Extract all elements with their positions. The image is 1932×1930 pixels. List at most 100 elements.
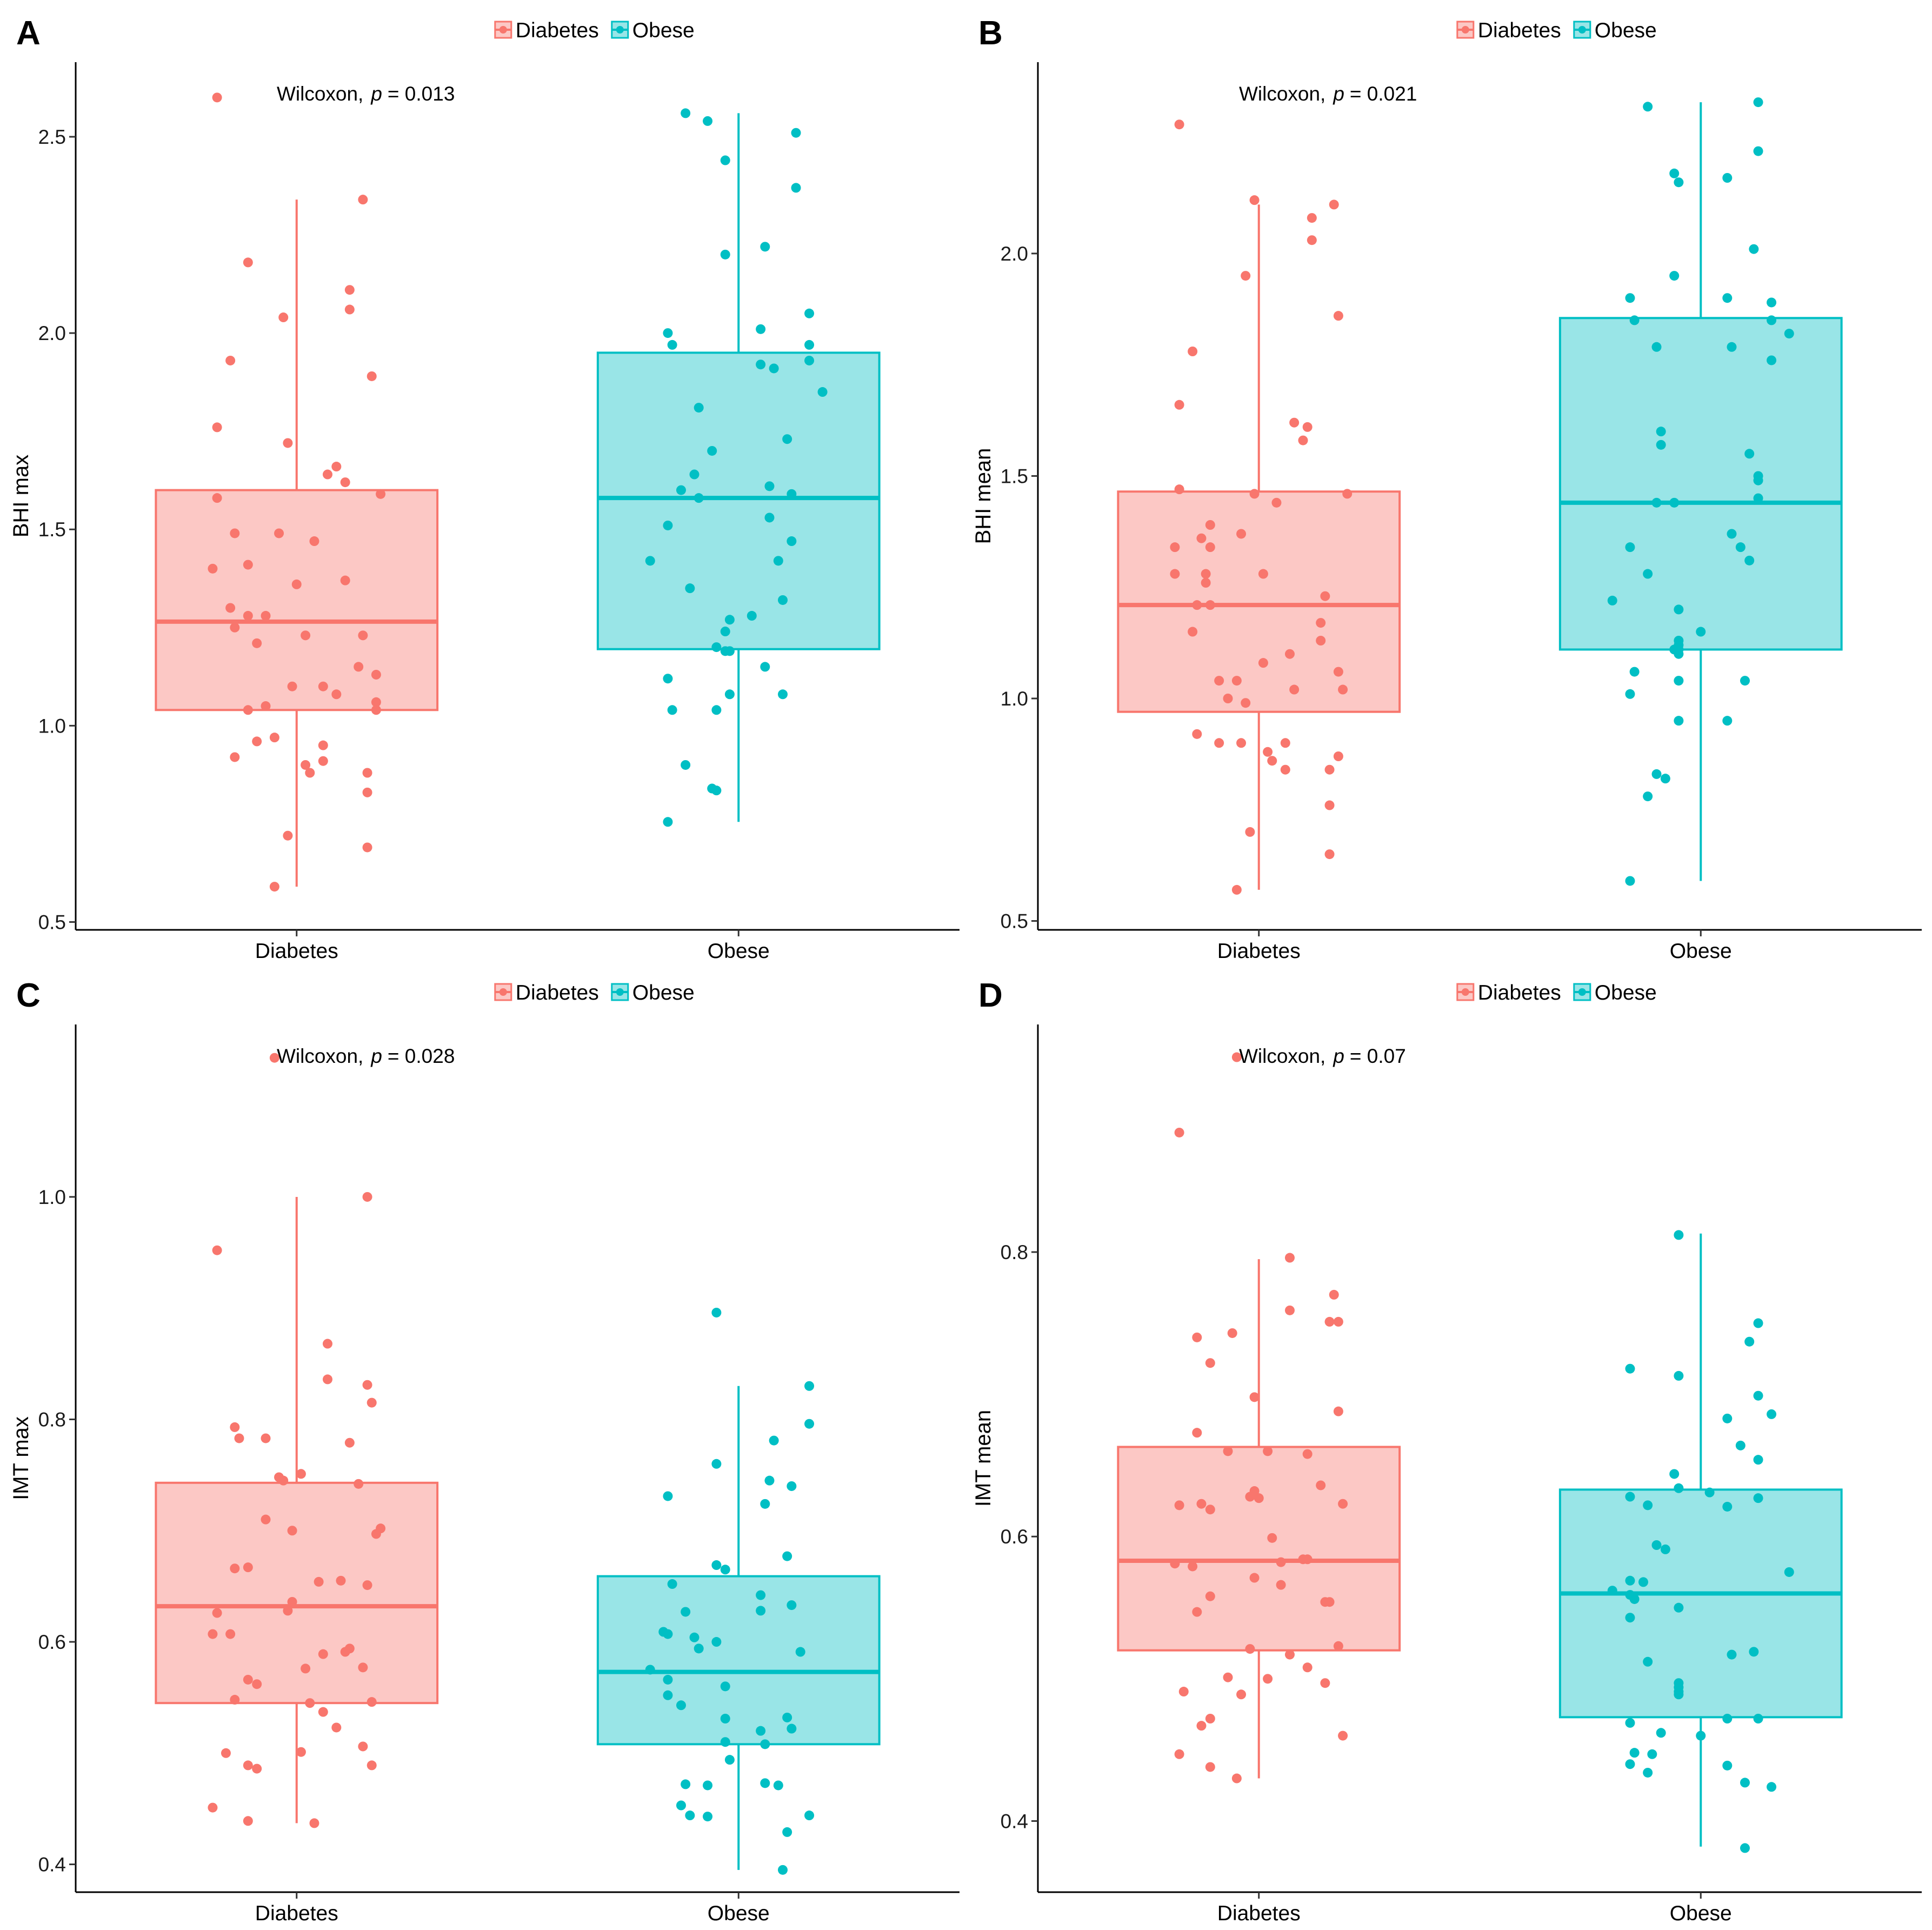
data-point xyxy=(1205,600,1215,610)
data-point xyxy=(694,403,704,413)
data-point xyxy=(1643,1500,1653,1510)
legend-key-obese xyxy=(1573,21,1591,39)
data-point xyxy=(769,1435,779,1446)
data-point xyxy=(1722,173,1733,183)
data-point xyxy=(1625,1613,1635,1623)
data-point xyxy=(230,1695,240,1705)
data-point xyxy=(261,1433,271,1443)
data-point xyxy=(667,340,677,350)
data-point xyxy=(1307,235,1317,245)
data-point xyxy=(367,1697,377,1707)
data-point xyxy=(1674,676,1684,686)
data-point xyxy=(371,697,381,707)
data-point xyxy=(322,1339,332,1349)
data-point xyxy=(681,1607,691,1617)
data-point xyxy=(756,360,766,370)
data-point xyxy=(1192,1428,1202,1438)
data-point xyxy=(1674,1483,1684,1493)
data-point xyxy=(1263,747,1273,757)
data-point xyxy=(296,1469,306,1479)
data-point xyxy=(663,1674,673,1685)
data-point xyxy=(1625,1759,1635,1769)
data-point xyxy=(1651,1540,1662,1550)
data-point xyxy=(782,1551,792,1561)
data-point xyxy=(724,1755,735,1765)
data-point xyxy=(212,1608,222,1618)
points-obese xyxy=(645,1307,815,1875)
iqr-box xyxy=(155,1481,439,1705)
data-point xyxy=(760,1778,770,1788)
data-point xyxy=(760,662,770,672)
data-point xyxy=(1629,1748,1640,1758)
data-point xyxy=(309,1818,319,1828)
data-point xyxy=(291,579,302,589)
data-point xyxy=(667,705,677,715)
data-point xyxy=(261,701,271,711)
data-point xyxy=(703,1812,713,1822)
data-point xyxy=(1329,1289,1339,1300)
data-point xyxy=(681,108,691,118)
y-tick-label: 0.5 xyxy=(1001,910,1028,933)
data-point xyxy=(1170,569,1180,579)
data-point xyxy=(318,756,328,766)
data-point xyxy=(703,1780,713,1791)
data-point xyxy=(1669,497,1680,508)
data-point xyxy=(1674,716,1684,726)
data-point xyxy=(1188,627,1198,637)
data-point xyxy=(1254,1493,1264,1503)
data-point xyxy=(1669,271,1680,281)
data-point xyxy=(1170,542,1180,553)
data-point xyxy=(1324,800,1335,810)
data-point xyxy=(1333,667,1343,677)
data-point xyxy=(318,681,328,691)
data-point xyxy=(1740,1843,1750,1853)
panel-letter: A xyxy=(16,15,41,52)
box-diabetes xyxy=(155,199,439,887)
data-point xyxy=(1651,342,1662,352)
data-point xyxy=(1625,293,1635,303)
x-tick-label-obese: Obese xyxy=(1670,940,1732,963)
data-point xyxy=(1289,417,1300,428)
data-point xyxy=(1338,1499,1348,1509)
data-point xyxy=(1245,827,1255,837)
data-point xyxy=(663,1629,673,1639)
data-point xyxy=(1744,1336,1755,1347)
legend-key-obese xyxy=(1573,983,1591,1001)
data-point xyxy=(1674,177,1684,188)
p-value: = 0.021 xyxy=(1350,83,1417,105)
data-point xyxy=(1753,493,1763,503)
data-point xyxy=(301,630,311,641)
data-point xyxy=(1740,676,1750,686)
data-point xyxy=(1753,1390,1763,1401)
data-point xyxy=(1188,1561,1198,1572)
data-point xyxy=(1258,569,1268,579)
y-axis-title: BHI max xyxy=(9,455,33,537)
data-point xyxy=(252,1679,262,1689)
data-point xyxy=(1263,1674,1273,1684)
data-point xyxy=(376,489,386,499)
data-point xyxy=(804,355,815,365)
data-point xyxy=(1192,1332,1202,1342)
data-point xyxy=(208,1802,218,1813)
data-point xyxy=(685,1811,695,1821)
data-point xyxy=(711,1560,722,1570)
wilcoxon-annotation: Wilcoxon, p = 0.028 xyxy=(277,1045,455,1067)
data-point xyxy=(1267,756,1277,766)
legend-key-dot xyxy=(1578,26,1586,34)
legend-key-obese xyxy=(611,21,629,39)
data-point xyxy=(1174,400,1184,410)
data-point xyxy=(371,1529,381,1539)
wilcoxon-annotation: Wilcoxon, p = 0.013 xyxy=(277,83,455,105)
data-point xyxy=(720,249,730,259)
data-point xyxy=(1643,102,1653,112)
data-point xyxy=(225,603,236,613)
iqr-box xyxy=(596,1575,881,1746)
data-point xyxy=(230,622,240,633)
data-point xyxy=(782,1827,792,1837)
data-point xyxy=(1284,1305,1295,1315)
data-point xyxy=(1333,311,1343,321)
y-tick-label: 0.6 xyxy=(38,1631,66,1653)
data-point xyxy=(1174,1500,1184,1510)
data-point xyxy=(1674,1689,1684,1700)
data-point xyxy=(1271,497,1282,508)
